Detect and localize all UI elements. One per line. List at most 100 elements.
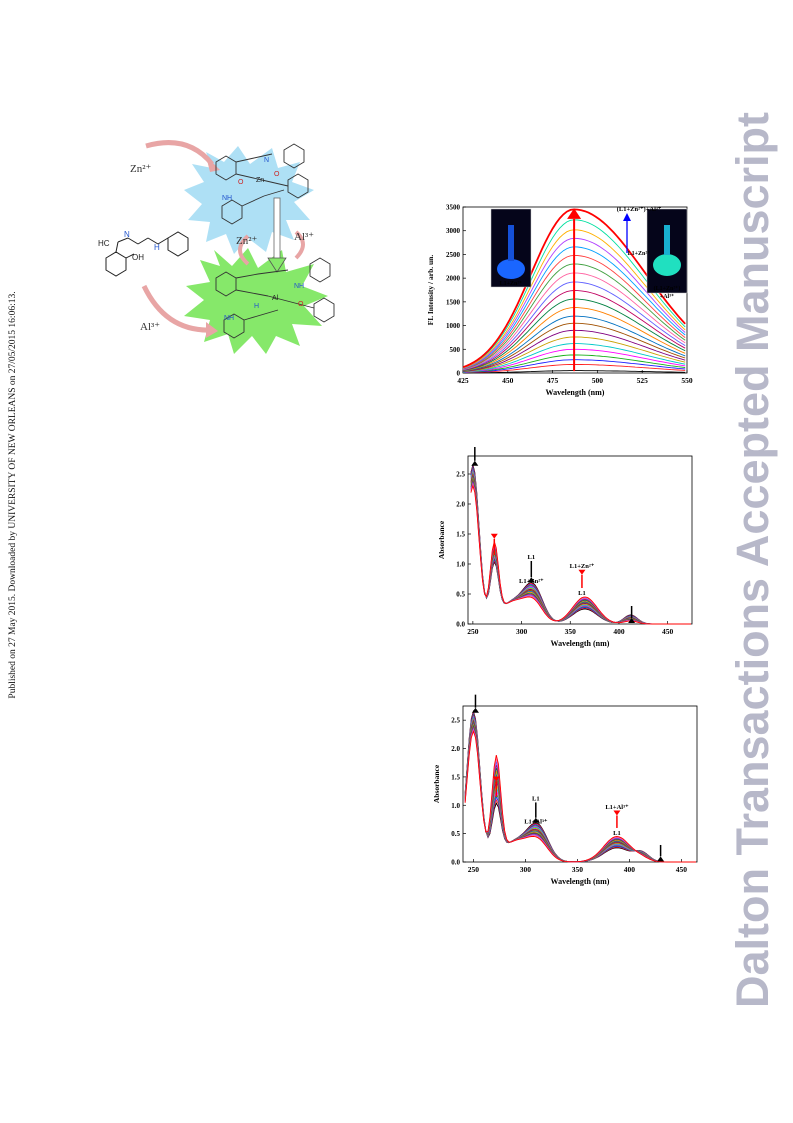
y-axis-label: FL Intensity / arb. un.	[426, 255, 435, 326]
increase-arrow-head	[567, 208, 582, 219]
svg-text:NH: NH	[224, 315, 234, 322]
x-tick-label: 250	[468, 865, 480, 874]
svg-text:H: H	[254, 303, 259, 310]
y-tick-label: 0.5	[456, 591, 465, 599]
inset-right-bottom2-label: +Al³⁺	[660, 293, 674, 300]
x-tick-label: 475	[547, 376, 559, 385]
arrow-down-310-head	[532, 817, 540, 823]
arrow-up-peak-head	[613, 810, 621, 816]
sensing-scheme: Zn²⁺ Zn²⁺ Al³⁺ Al³⁺ HC N OH H Zn O O NH …	[98, 140, 335, 354]
label-zn-mid: Zn²⁺	[236, 235, 258, 247]
svg-text:N: N	[124, 230, 130, 239]
x-tick-label: 300	[516, 627, 528, 636]
y-tick-label: 1500	[446, 298, 461, 306]
annotation-complex-left: L1+Zn²⁺	[519, 578, 544, 585]
label-al-bottom: Al³⁺	[140, 321, 160, 333]
x-tick-label: 425	[457, 376, 469, 385]
label-zn-top: Zn²⁺	[130, 163, 152, 175]
inset-right-bottom-label: (L1+Zn²⁺)	[654, 285, 681, 292]
x-tick-label: 350	[572, 865, 584, 874]
inset-flask-neck-zn	[508, 225, 514, 261]
y-tick-label: 1.0	[451, 802, 460, 810]
y-tick-label: 2.5	[456, 471, 465, 479]
annotation-l1-top: L1	[532, 796, 540, 803]
x-tick-label: 400	[624, 865, 636, 874]
abs-series-line	[470, 484, 691, 625]
y-tick-label: 0	[457, 370, 461, 378]
y-axis-label: Absorbance	[437, 520, 446, 559]
y-axis-label: Absorbance	[432, 764, 441, 803]
down-arrow	[267, 257, 287, 273]
y-tick-label: 2000	[446, 275, 461, 283]
y-tick-label: 2500	[446, 251, 461, 259]
arrow-down-250-head	[471, 460, 479, 466]
y-tick-label: 1.5	[451, 773, 460, 781]
y-tick-label: 0.0	[451, 859, 460, 867]
x-tick-label: 400	[613, 627, 625, 636]
arrow-down-tail-head	[628, 618, 636, 623]
x-tick-label: 550	[681, 376, 693, 385]
svg-text:H: H	[154, 243, 160, 252]
arrow-zn-top	[145, 140, 214, 166]
annotation-complex-right: L1+Zn²⁺	[570, 563, 595, 570]
zn-complex-structure	[215, 143, 309, 225]
al-complex-structure	[215, 257, 335, 339]
arrow-down-310-head	[527, 577, 535, 583]
fluorescence-chart: 425 450 475 500 525 550 0 500 1000 1500 2000 2500 30…	[426, 204, 693, 398]
absorbance-zn-chart: 250 300 350 400 450 0.0 0.5 1.0 1.5 2.0 2.5 Wavelen…	[437, 447, 693, 648]
inset-right-mid-label: L1+Zn²⁺	[628, 250, 651, 257]
svg-text:Zn: Zn	[256, 177, 264, 184]
journal-watermark: Dalton Transactions Accepted Manuscript	[727, 111, 778, 1009]
publication-note: Published on 27 May 2015. Downloaded by …	[8, 291, 18, 699]
absorbance-al-chart: 250 300 350 400 450 0.0 0.5 1.0 1.5 2.0 2.5 Wavelen…	[432, 694, 698, 886]
inset-right-top-label: (L1+Zn²⁺)+Al³⁺	[617, 206, 662, 213]
annotation-l1-right: L1	[578, 590, 586, 597]
svg-text:HC: HC	[98, 239, 110, 248]
annotation-l1-right: L1	[613, 830, 621, 837]
y-tick-label: 2.0	[451, 745, 460, 753]
x-tick-label: 250	[467, 627, 479, 636]
arrow-down-tail-head	[657, 856, 665, 862]
svg-text:O: O	[238, 179, 244, 186]
abs-series-line	[464, 729, 696, 863]
svg-text:Al: Al	[272, 295, 279, 302]
x-tick-label: 450	[662, 627, 674, 636]
y-tick-label: 0.5	[451, 830, 460, 838]
svg-text:NH: NH	[222, 195, 232, 202]
ligand-structure	[105, 231, 189, 277]
al-complex-highlight	[184, 248, 328, 354]
svg-text:NH: NH	[294, 283, 304, 290]
x-axis-label: Wavelength (nm)	[546, 388, 605, 397]
inset-flask-neck-al	[664, 225, 670, 255]
y-tick-label: 3000	[446, 227, 461, 235]
x-tick-label: 525	[637, 376, 649, 385]
arrow-up-peak-head	[578, 569, 586, 575]
y-tick-label: 2.0	[456, 501, 465, 509]
arrow-up-272-head	[492, 776, 500, 782]
y-tick-label: 1000	[446, 322, 461, 330]
annotation-l1-top: L1	[528, 554, 536, 561]
y-tick-label: 1.5	[456, 531, 465, 539]
abs-series-group	[464, 709, 696, 863]
svg-text:N: N	[264, 157, 269, 164]
annotation-complex-left: L1+Al³⁺	[524, 818, 548, 825]
svg-text:O: O	[298, 301, 304, 308]
arrow-al-bottom	[141, 284, 213, 333]
inset-flask-zn	[497, 259, 525, 279]
x-axis-label: Wavelength (nm)	[551, 639, 610, 648]
x-tick-label: 450	[502, 376, 514, 385]
arrow-zn-mid	[238, 234, 250, 266]
plot-frame	[467, 455, 693, 625]
svg-text:OH: OH	[132, 253, 144, 262]
annotation-complex-right: L1+Al³⁺	[605, 804, 629, 811]
arrow-al-mid	[294, 230, 305, 260]
x-tick-label: 350	[565, 627, 577, 636]
y-tick-label: 1.0	[456, 561, 465, 569]
zn-complex-highlight	[184, 146, 314, 254]
inset-flask-al	[653, 254, 681, 276]
inset-left-label: L1+Zn²⁺	[500, 280, 523, 287]
y-tick-label: 0.0	[456, 621, 465, 629]
arrow-down-250-head	[471, 707, 479, 713]
y-tick-label: 500	[450, 346, 461, 354]
abs-series-group	[470, 464, 691, 625]
